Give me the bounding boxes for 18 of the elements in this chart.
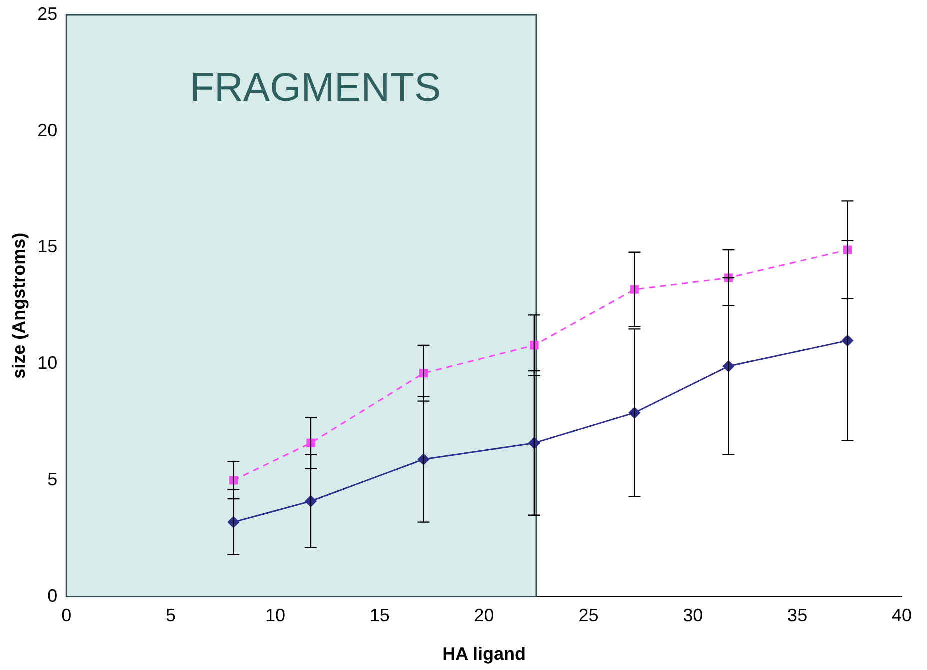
x-tick-label: 25 — [578, 606, 599, 626]
x-tick-label: 5 — [166, 606, 176, 626]
x-tick-label: 30 — [683, 606, 704, 626]
x-tick-label: 15 — [370, 606, 390, 626]
y-tick-label: 0 — [48, 586, 58, 606]
band-label: FRAGMENTS — [190, 66, 442, 110]
y-axis-title: size (Angstroms) — [8, 232, 29, 379]
x-axis-title: HA ligand — [442, 644, 526, 664]
x-tick-label: 10 — [265, 606, 286, 626]
y-tick-label: 15 — [38, 236, 58, 257]
y-tick-label: 5 — [48, 469, 58, 490]
y-tick-label: 25 — [38, 4, 58, 24]
x-tick-label: 40 — [892, 606, 912, 626]
x-tick-label: 20 — [474, 606, 494, 626]
x-tick-label: 35 — [788, 606, 808, 626]
y-tick-label: 10 — [38, 353, 58, 374]
x-tick-label: 0 — [62, 606, 72, 626]
y-tick-label: 20 — [38, 120, 58, 140]
